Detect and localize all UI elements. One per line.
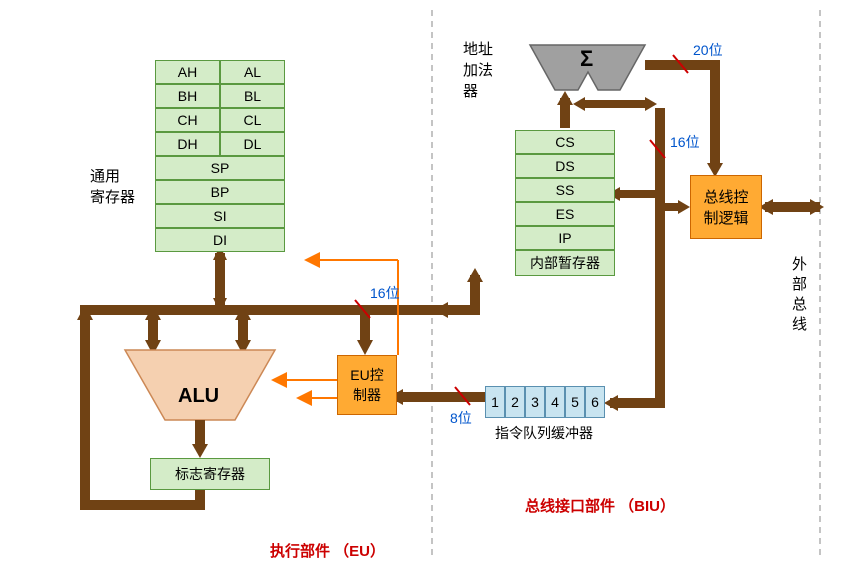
sigma-icon: Σ <box>580 46 593 72</box>
segment-registers: CS DS SS ES IP 内部暂存器 <box>515 130 615 276</box>
external-bus-label: 外 部 总 线 <box>792 255 807 335</box>
reg-cl: CL <box>220 108 285 132</box>
queue-label: 指令队列缓冲器 <box>495 423 593 443</box>
reg-dh: DH <box>155 132 220 156</box>
eu-section-label: 执行部件 （EU） <box>270 540 385 561</box>
bus-control-logic: 总线控 制逻辑 <box>690 175 762 239</box>
instruction-queue: 1 2 3 4 5 6 <box>485 386 605 418</box>
queue-cell-1: 1 <box>485 386 505 418</box>
diagram-svg <box>0 0 850 577</box>
queue-cell-5: 5 <box>565 386 585 418</box>
internal-temp-register: 内部暂存器 <box>515 250 615 276</box>
queue-cell-3: 3 <box>525 386 545 418</box>
reg-sp: SP <box>155 156 285 180</box>
reg-dl: DL <box>220 132 285 156</box>
reg-ds: DS <box>515 154 615 178</box>
bits-16-label-a: 16位 <box>670 132 700 152</box>
reg-ch: CH <box>155 108 220 132</box>
reg-ip: IP <box>515 226 615 250</box>
reg-bh: BH <box>155 84 220 108</box>
reg-es: ES <box>515 202 615 226</box>
biu-section-label: 总线接口部件 （BIU） <box>525 495 675 516</box>
bits-8-label: 8位 <box>450 408 472 428</box>
addr-adder-label: 地址 加法 器 <box>463 38 493 101</box>
general-registers-table: AHAL BHBL CHCL DHDL SP BP SI DI <box>155 60 285 252</box>
reg-bl: BL <box>220 84 285 108</box>
queue-cell-2: 2 <box>505 386 525 418</box>
queue-cell-4: 4 <box>545 386 565 418</box>
queue-cell-6: 6 <box>585 386 605 418</box>
reg-ss: SS <box>515 178 615 202</box>
reg-ah: AH <box>155 60 220 84</box>
reg-si: SI <box>155 204 285 228</box>
reg-di: DI <box>155 228 285 252</box>
reg-bp: BP <box>155 180 285 204</box>
general-registers-label: 通用 寄存器 <box>90 165 135 207</box>
reg-al: AL <box>220 60 285 84</box>
alu-label: ALU <box>178 385 219 408</box>
bits-16-label-b: 16位 <box>370 283 400 303</box>
flag-register: 标志寄存器 <box>150 458 270 490</box>
bits-20-label: 20位 <box>693 40 723 60</box>
reg-cs: CS <box>515 130 615 154</box>
eu-controller: EU控 制器 <box>337 355 397 415</box>
